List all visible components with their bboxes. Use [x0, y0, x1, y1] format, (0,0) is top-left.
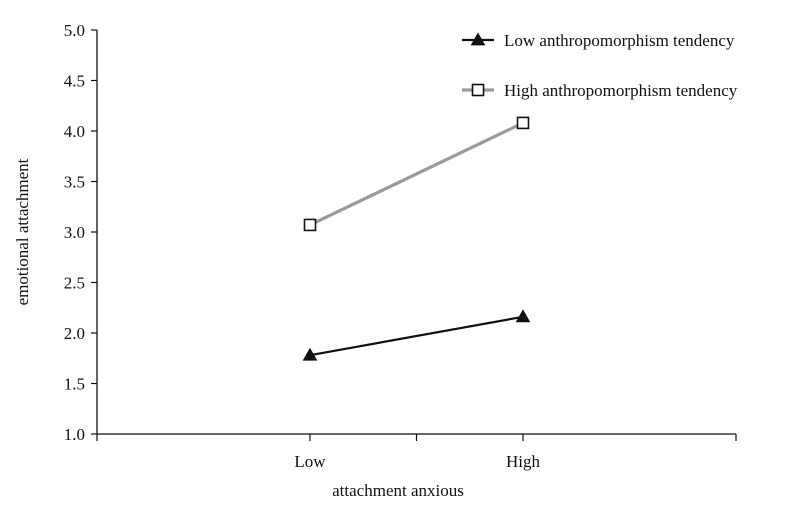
- data-point: [303, 218, 317, 232]
- y-tick-label: 4.0: [64, 122, 85, 141]
- legend-label: High anthropomorphism tendency: [504, 81, 738, 100]
- y-tick-label: 5.0: [64, 21, 85, 40]
- data-point: [516, 116, 530, 130]
- y-tick-label: 3.0: [64, 223, 85, 242]
- axes: 1.0 1.5 2.0 2.5 3.0 3.5 4.0 4.5 5.0 Low High: [64, 21, 737, 471]
- legend: Low anthropomorphism tendency High anthro…: [462, 31, 738, 100]
- plot-area: [302, 116, 531, 361]
- series-1: [302, 309, 531, 361]
- legend-marker: [470, 32, 486, 46]
- y-tick-label: 3.5: [64, 173, 85, 192]
- data-point: [302, 347, 318, 361]
- legend-item: Low anthropomorphism tendency: [462, 31, 735, 50]
- y-tick-label: 2.5: [64, 274, 85, 293]
- y-tick-label: 1.0: [64, 425, 85, 444]
- series-2: [303, 116, 530, 232]
- legend-marker: [471, 83, 485, 97]
- x-tick-label: High: [506, 452, 541, 471]
- y-axis-title: emotional attachment: [13, 158, 32, 305]
- y-tick-label: 2.0: [64, 324, 85, 343]
- x-axis-title: attachment anxious: [332, 481, 464, 500]
- data-point: [515, 309, 531, 323]
- y-tick-label: 4.5: [64, 72, 85, 91]
- legend-item: High anthropomorphism tendency: [462, 81, 738, 100]
- x-tick-label: Low: [294, 452, 326, 471]
- series-line: [309, 315, 524, 357]
- y-tick-label: 1.5: [64, 375, 85, 394]
- legend-label: Low anthropomorphism tendency: [504, 31, 735, 50]
- series-line: [309, 121, 524, 227]
